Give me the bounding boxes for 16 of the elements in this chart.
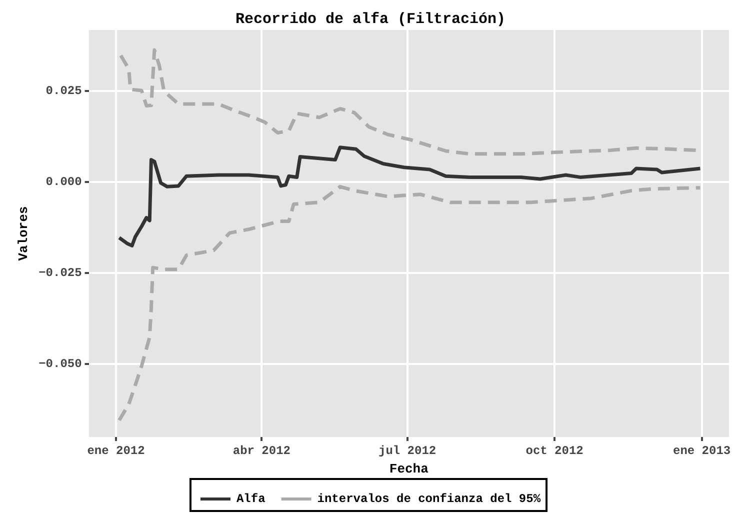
legend-label: intervalos de confianza del 95% <box>317 492 542 506</box>
x-tick-label: oct 2012 <box>526 444 584 458</box>
y-tick-label: 0.025 <box>46 84 82 98</box>
x-tick-label: jul 2012 <box>378 444 436 458</box>
line-series <box>117 184 702 422</box>
chart-title: Recorrido de alfa (Filtración) <box>235 10 506 28</box>
y-tick-label: −0.025 <box>38 266 82 280</box>
y-axis-title: Valores <box>16 206 32 261</box>
x-tick-label: ene 2012 <box>87 444 145 458</box>
legend-label: Alfa <box>236 492 266 506</box>
x-tick-label: ene 2013 <box>672 444 731 458</box>
y-tick-label: −0.050 <box>38 357 82 372</box>
x-tick-label: abr 2012 <box>232 444 290 458</box>
x-axis-title: Fecha <box>389 461 429 476</box>
y-tick-label: 0.000 <box>46 174 82 189</box>
line-series <box>119 48 699 156</box>
